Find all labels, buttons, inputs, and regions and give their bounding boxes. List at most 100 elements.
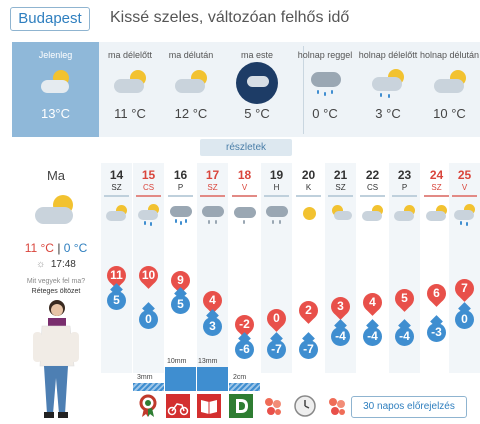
divider	[168, 195, 193, 197]
divider	[264, 195, 289, 197]
day-weekday: SZ	[111, 183, 122, 192]
divider	[136, 195, 161, 197]
slot-afternoon[interactable]: ma délután 12 °C	[161, 42, 221, 137]
slot-temp: 11 °C	[114, 106, 146, 121]
slot-label: ma délelőtt	[107, 50, 153, 60]
sunset-time: ☼ 17:48	[12, 259, 100, 270]
day-weekday: P	[401, 183, 408, 192]
partly-cloudy-icon	[392, 203, 418, 225]
day-column[interactable]: 19 H 0 -7	[261, 163, 292, 373]
partly-cloudy-icon	[36, 66, 76, 100]
max-temp-marker: 7	[455, 279, 474, 302]
slot-temp: 3 °C	[375, 106, 401, 121]
day-date: 14	[109, 168, 124, 182]
min-temp-marker: 5	[107, 283, 126, 310]
day-column[interactable]: 21 SZ 3 -4	[325, 163, 356, 373]
day-column[interactable]: 24 SZ 6 -3	[421, 163, 452, 373]
day-weekday: H	[273, 183, 280, 192]
day-date: 21	[333, 168, 348, 182]
day-weekday: SZ	[207, 183, 218, 192]
divider	[424, 195, 449, 197]
divider	[303, 46, 304, 134]
day-column[interactable]: 18 V -2 -6 2cm	[229, 163, 260, 391]
outfit-person-image	[33, 300, 79, 418]
slot-temp: 0 °C	[312, 106, 338, 121]
day-column[interactable]: 16 P 9 5 10mm	[165, 163, 196, 391]
slot-label: holnap reggel	[297, 50, 353, 60]
sun-rain-icon	[452, 203, 478, 226]
weather-headline: Kissé szeles, változóan felhős idő	[110, 9, 350, 26]
day-weekday: SZ	[431, 183, 442, 192]
day-column[interactable]: 20 K 2 -7	[293, 163, 324, 373]
sunset-icon: ☼	[36, 259, 46, 270]
day-column[interactable]: 22 CS 4 -4	[357, 163, 388, 373]
day-column[interactable]: 15 CS 10 0 3mm	[133, 163, 164, 391]
flowers-icon[interactable]	[325, 394, 349, 418]
divider	[104, 195, 129, 197]
divider	[360, 195, 385, 197]
max-temp-marker: 5	[395, 289, 414, 312]
flowers-icon[interactable]	[261, 394, 285, 418]
book-icon[interactable]	[197, 394, 221, 418]
divider	[328, 195, 353, 197]
details-button[interactable]: részletek	[200, 139, 292, 156]
max-temp-marker: 2	[299, 301, 318, 324]
day-weekday: CS	[366, 183, 379, 192]
slot-morning[interactable]: ma délelőtt 11 °C	[100, 42, 160, 137]
slot-evening[interactable]: ma este 5 °C	[222, 42, 292, 137]
max-temp-marker: -2	[235, 315, 254, 338]
day-column[interactable]: 14 SZ 11 5	[101, 163, 132, 373]
precip-amount: 2cm	[233, 374, 247, 381]
precip-amount: 13mm	[198, 358, 218, 365]
slot-tomorrow-afternoon[interactable]: holnap délután 10 °C	[419, 42, 480, 137]
snow-cloud-icon	[200, 203, 226, 225]
partly-cloudy-icon	[104, 203, 130, 225]
city-selector-button[interactable]: Budapest	[10, 7, 90, 31]
day-column[interactable]: 23 P 5 -4	[389, 163, 420, 373]
day-date: 23	[397, 168, 412, 182]
today-min-temp: 0 °C	[63, 241, 88, 255]
slot-tomorrow-forenoon[interactable]: holnap délelőtt 3 °C	[357, 42, 419, 137]
min-temp-marker: -7	[267, 332, 286, 359]
partly-cloudy-icon	[328, 203, 354, 225]
precip-bar	[229, 383, 260, 391]
min-temp-marker: -3	[427, 315, 446, 342]
snow-cloud-icon	[264, 203, 290, 225]
max-temp-marker: 11	[107, 266, 126, 289]
day-weekday: V	[241, 183, 248, 192]
max-temp-marker: 9	[171, 271, 190, 294]
clock-icon[interactable]	[293, 394, 317, 418]
motorbike-icon[interactable]	[166, 394, 190, 418]
d-badge-icon[interactable]	[229, 394, 253, 418]
slot-tomorrow-morning[interactable]: holnap reggel 0 °C	[293, 42, 357, 137]
today-forecast-strip: Jelenleg 13°C ma délelőtt 11 °C ma délut…	[12, 42, 480, 137]
day-column[interactable]: 17 SZ 4 3 13mm	[197, 163, 228, 391]
min-temp-marker: -4	[395, 319, 414, 346]
max-temp-marker: 10	[139, 266, 158, 289]
day-date: 20	[301, 168, 316, 182]
30-day-forecast-button[interactable]: 30 napos előrejelzés	[351, 396, 467, 418]
rosette-icon[interactable]	[136, 394, 160, 418]
day-date: 18	[237, 168, 252, 182]
day-date: 24	[429, 168, 444, 182]
min-temp-marker: -4	[363, 319, 382, 346]
min-temp-marker: -7	[299, 332, 318, 359]
slot-label: holnap délután	[419, 50, 480, 60]
precip-bar	[165, 367, 196, 391]
divider	[200, 195, 225, 197]
day-weekday: P	[177, 183, 184, 192]
precip-amount: 3mm	[137, 374, 153, 381]
partly-cloudy-icon	[360, 203, 386, 225]
min-temp-marker: 5	[171, 287, 190, 314]
slot-label: holnap délelőtt	[358, 50, 418, 60]
min-temp-marker: 0	[455, 302, 474, 329]
partly-cloudy-icon	[171, 66, 211, 100]
partly-cloudy-icon	[31, 189, 81, 231]
day-column[interactable]: 25 V 7 0	[449, 163, 480, 373]
outfit-answer: Réteges öltözet	[31, 288, 81, 295]
partly-cloudy-icon	[110, 66, 150, 100]
min-temp-marker: 0	[139, 302, 158, 329]
slot-now[interactable]: Jelenleg 13°C	[12, 42, 99, 137]
slot-label: Jelenleg	[38, 50, 73, 60]
precip-amount: 10mm	[167, 358, 187, 365]
